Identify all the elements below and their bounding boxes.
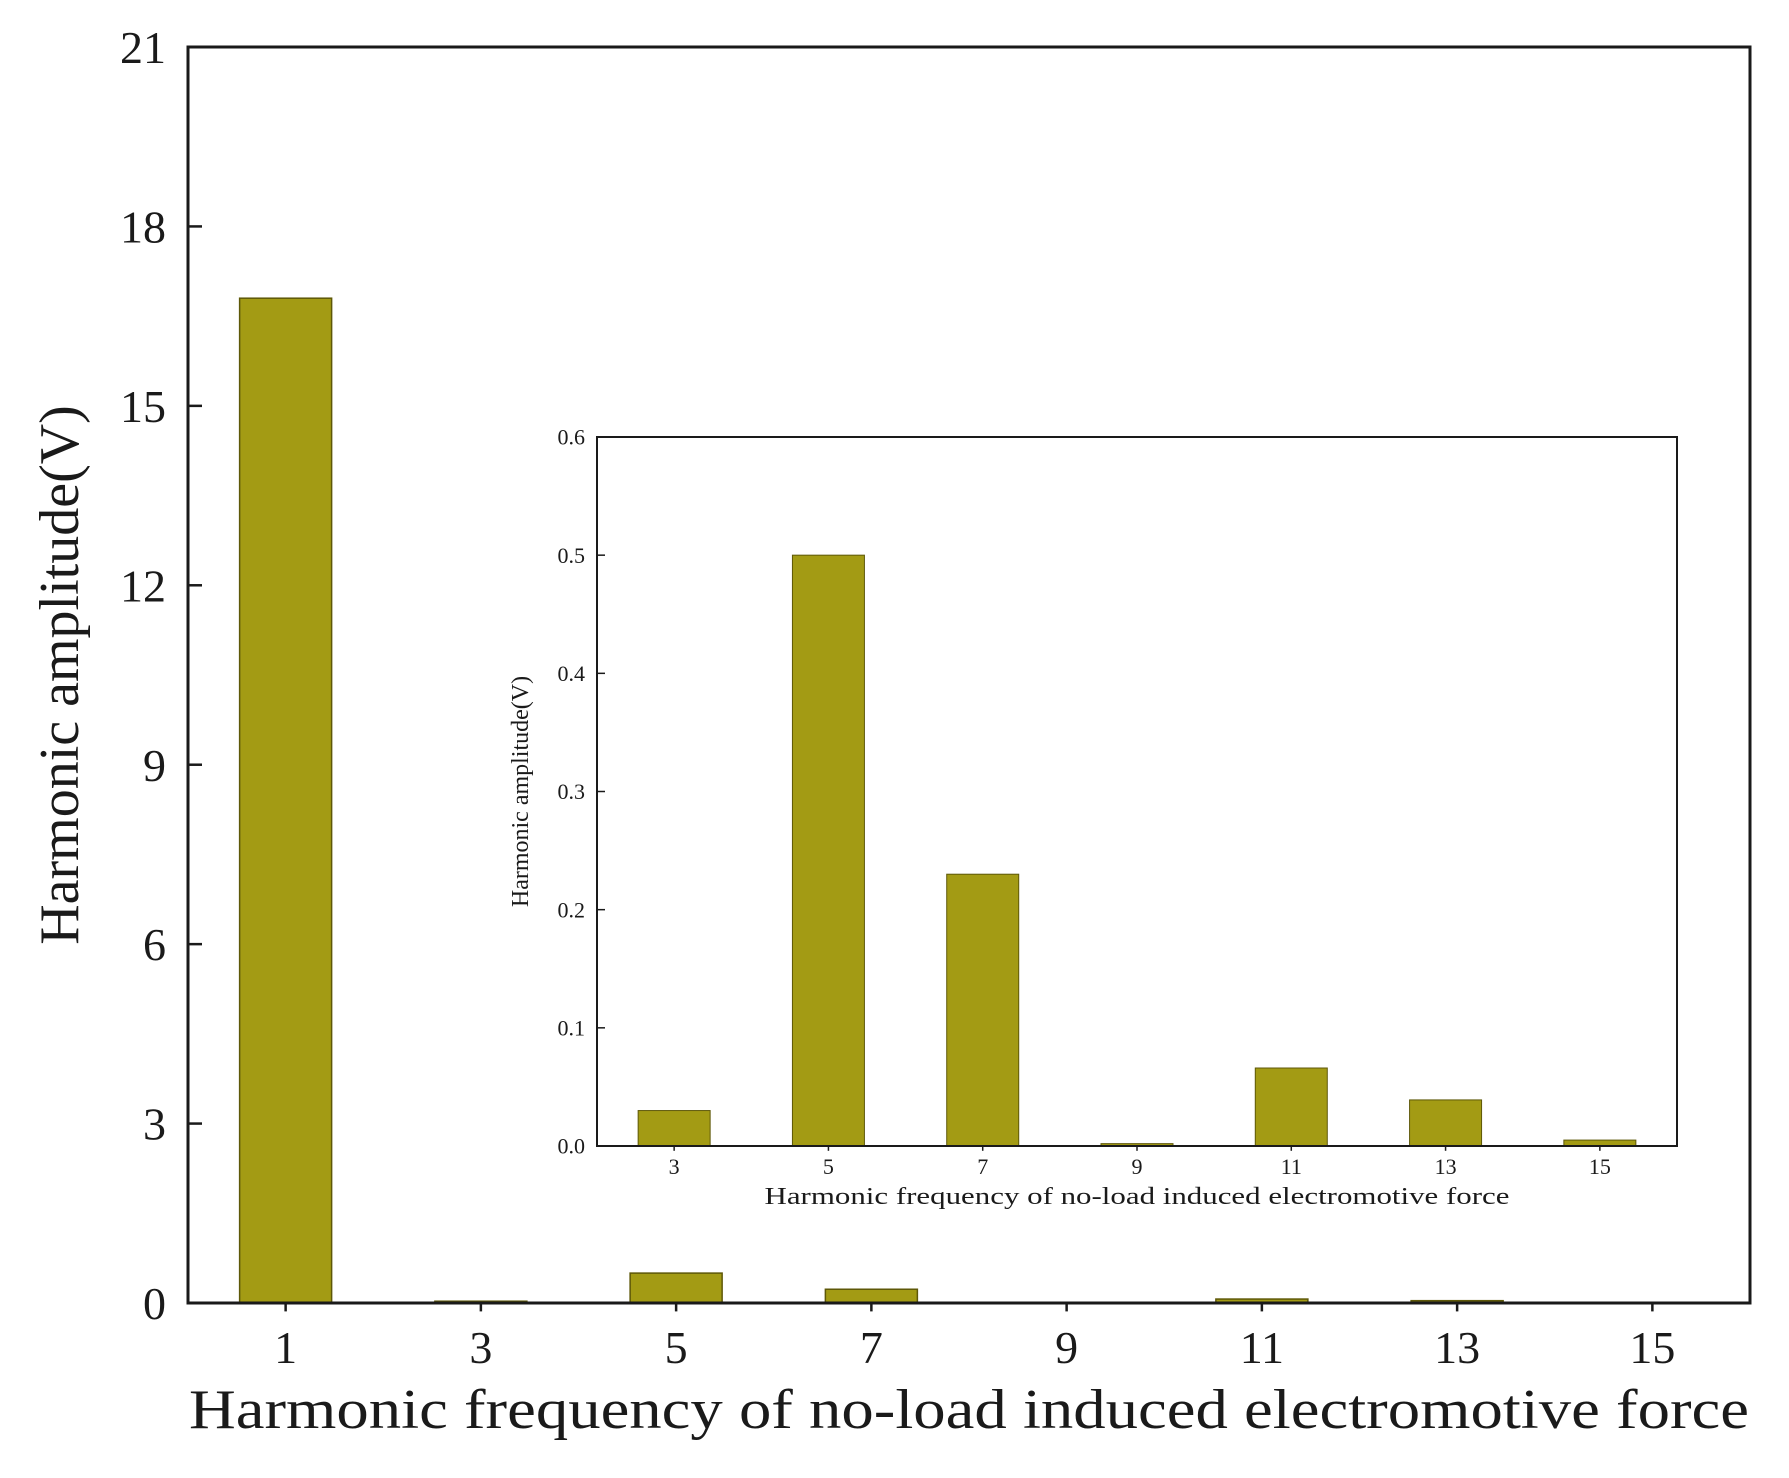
y-tick-label: 0	[143, 1278, 166, 1329]
bar-1	[238, 297, 333, 1304]
y-tick-label: 0.6	[558, 425, 586, 450]
x-tick-label: 3	[469, 1322, 492, 1373]
x-axis-label: Harmonic frequency of no-load induced el…	[189, 1379, 1749, 1441]
x-tick-label: 7	[860, 1322, 883, 1373]
y-tick-label: 3	[143, 1099, 166, 1150]
y-tick-label: 0.1	[558, 1016, 586, 1041]
bar-5	[791, 554, 865, 1147]
inset-chart: 0.0 0.1 0.2 0.3 0.4 0.5 0.6 3 5 7 9 11 13 15 Harmonic …	[508, 425, 1678, 1210]
y-axis-label: Harmonic amplitude(V)	[29, 405, 91, 945]
bar-5	[629, 1272, 723, 1304]
bar-7	[946, 873, 1020, 1147]
y-tick-label: 0.5	[558, 543, 586, 568]
y-tick-label: 0.0	[558, 1134, 586, 1159]
y-tick-label: 6	[143, 919, 166, 970]
inset-background	[597, 437, 1677, 1146]
y-tick-label: 21	[120, 22, 166, 73]
x-tick-label: 9	[1132, 1154, 1143, 1179]
x-axis-label: Harmonic frequency of no-load induced el…	[765, 1184, 1510, 1210]
x-tick-label: 3	[669, 1154, 680, 1179]
y-axis-label: Harmonic amplitude(V)	[508, 676, 534, 907]
bar-7	[824, 1288, 919, 1304]
bar-3	[637, 1110, 711, 1147]
x-tick-label: 13	[1435, 1154, 1457, 1179]
x-tick-label: 13	[1434, 1322, 1480, 1373]
y-tick-label: 18	[120, 202, 166, 253]
y-tick-label: 15	[120, 381, 166, 432]
y-tick-label: 0.3	[558, 779, 586, 804]
y-tick-label: 9	[143, 740, 166, 791]
x-tick-label: 9	[1055, 1322, 1078, 1373]
y-tick-label: 0.2	[558, 897, 586, 922]
x-tick-label: 7	[977, 1154, 988, 1179]
x-tick-label: 11	[1240, 1322, 1284, 1373]
x-tick-label: 1	[274, 1322, 297, 1373]
x-tick-label: 11	[1281, 1154, 1302, 1179]
bar-11	[1254, 1067, 1328, 1147]
x-tick-label: 15	[1629, 1322, 1675, 1373]
bar-13	[1409, 1099, 1483, 1147]
y-tick-label: 0.4	[558, 661, 586, 686]
x-tick-label: 15	[1589, 1154, 1611, 1179]
x-tick-label: 5	[823, 1154, 834, 1179]
y-tick-label: 12	[120, 560, 166, 611]
x-tick-label: 5	[665, 1322, 688, 1373]
plot-frame	[186, 45, 1752, 1305]
